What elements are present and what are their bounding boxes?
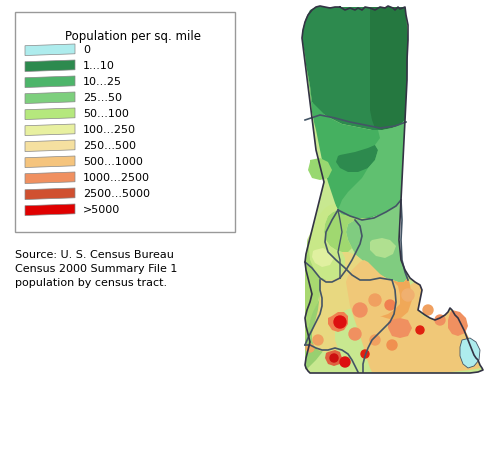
Polygon shape [346,260,480,372]
Text: 25...50: 25...50 [83,93,122,103]
Polygon shape [25,44,75,56]
Circle shape [369,294,381,306]
Text: 500...1000: 500...1000 [83,157,143,167]
Circle shape [334,316,346,328]
Circle shape [313,335,323,345]
Polygon shape [25,76,75,87]
Polygon shape [25,92,75,104]
Polygon shape [302,6,483,373]
Polygon shape [25,60,75,71]
Polygon shape [324,210,370,252]
Polygon shape [336,145,378,172]
Circle shape [353,303,367,317]
Circle shape [423,305,433,315]
Polygon shape [388,318,412,338]
Circle shape [370,335,380,345]
Circle shape [361,350,369,358]
Text: 100...250: 100...250 [83,125,136,135]
Polygon shape [25,172,75,183]
Polygon shape [25,188,75,200]
Polygon shape [25,204,75,216]
Text: Population per sq. mile: Population per sq. mile [65,30,201,43]
Polygon shape [376,275,412,320]
Text: Source: U. S. Census Bureau
Census 2000 Summary File 1
population by census trac: Source: U. S. Census Bureau Census 2000 … [15,250,177,288]
Polygon shape [346,200,408,282]
Circle shape [402,289,414,301]
Polygon shape [305,238,320,370]
Circle shape [349,328,361,340]
Polygon shape [302,7,408,130]
Text: >5000: >5000 [83,205,120,215]
Polygon shape [448,310,468,336]
Text: 1...10: 1...10 [83,61,115,71]
Polygon shape [25,124,75,136]
Polygon shape [328,312,348,332]
Circle shape [416,326,424,334]
Polygon shape [305,238,320,344]
Polygon shape [460,338,480,368]
Polygon shape [305,278,343,370]
Text: 250...500: 250...500 [83,141,136,151]
Text: 2500...5000: 2500...5000 [83,189,150,199]
Polygon shape [25,108,75,120]
Polygon shape [376,278,412,320]
Text: 50...100: 50...100 [83,109,129,119]
Circle shape [330,354,338,362]
Circle shape [435,315,445,325]
Text: 10...25: 10...25 [83,77,122,87]
Polygon shape [25,140,75,152]
Polygon shape [308,158,332,180]
Polygon shape [312,248,334,267]
Polygon shape [307,204,345,280]
Polygon shape [312,252,400,352]
Text: 1000...2500: 1000...2500 [83,173,150,183]
Bar [15,12,235,232]
Polygon shape [370,7,408,130]
Circle shape [306,344,314,352]
Circle shape [340,357,350,367]
Polygon shape [370,238,396,258]
Polygon shape [325,350,342,366]
Circle shape [387,340,397,350]
Polygon shape [303,46,405,220]
Text: 0: 0 [83,45,90,55]
Circle shape [385,300,395,310]
Polygon shape [338,120,405,218]
Polygon shape [25,156,75,167]
